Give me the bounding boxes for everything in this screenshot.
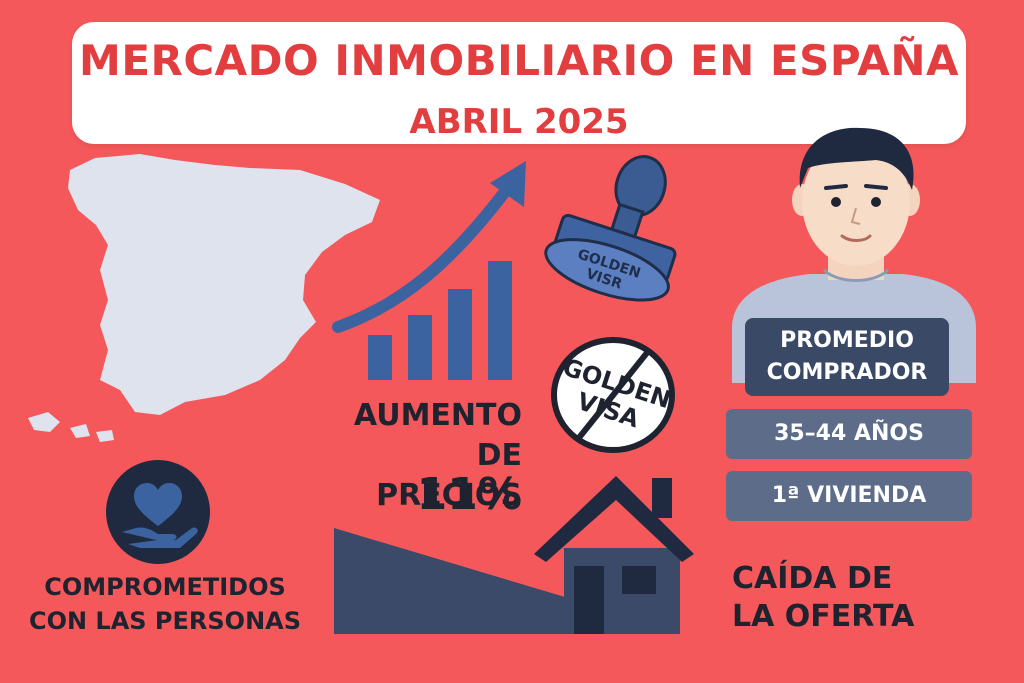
supply-label-line1: CAÍDA DE bbox=[732, 561, 893, 596]
prices-value: 11% bbox=[416, 469, 522, 520]
page-title: MERCADO INMOBILIARIO EN ESPAÑA bbox=[79, 36, 959, 85]
buyer-home-badge: 1ª VIVIENDA bbox=[726, 471, 972, 521]
trend-arrow-icon bbox=[332, 161, 526, 333]
rising-bars-icon bbox=[332, 161, 526, 380]
prices-label: AUMENTO DE PRECIOS bbox=[300, 396, 522, 516]
buyer-age-badge: 35–44 AÑOS bbox=[726, 409, 972, 459]
crossed-badge-icon: GOLDEN VISA bbox=[551, 337, 675, 453]
page-subtitle: ABRIL 2025 bbox=[409, 102, 629, 142]
spain-map-icon bbox=[28, 154, 380, 442]
people-label-line2: CON LAS PERSONAS bbox=[28, 607, 302, 635]
people-label: COMPROMETIDOS CON LAS PERSONAS bbox=[20, 570, 310, 638]
people-label-line1: COMPROMETIDOS bbox=[44, 573, 286, 601]
heart-hand-icon bbox=[106, 460, 210, 564]
prices-label-line2: PRECIOS bbox=[376, 478, 522, 513]
buyer-title-line2: COMPRADOR bbox=[766, 360, 928, 385]
buyer-title-badge: PROMEDIO COMPRADOR bbox=[745, 318, 949, 396]
prices-label-line1: AUMENTO DE bbox=[353, 398, 522, 473]
supply-label: CAÍDA DE LA OFERTA bbox=[732, 560, 952, 636]
buyer-title-line1: PROMEDIO bbox=[780, 328, 914, 353]
supply-label-line2: LA OFERTA bbox=[732, 599, 915, 634]
house-icon bbox=[334, 476, 694, 634]
stamp-icon: GOLDEN VISR bbox=[544, 155, 677, 302]
title-card: MERCADO INMOBILIARIO EN ESPAÑA ABRIL 202… bbox=[72, 22, 966, 144]
